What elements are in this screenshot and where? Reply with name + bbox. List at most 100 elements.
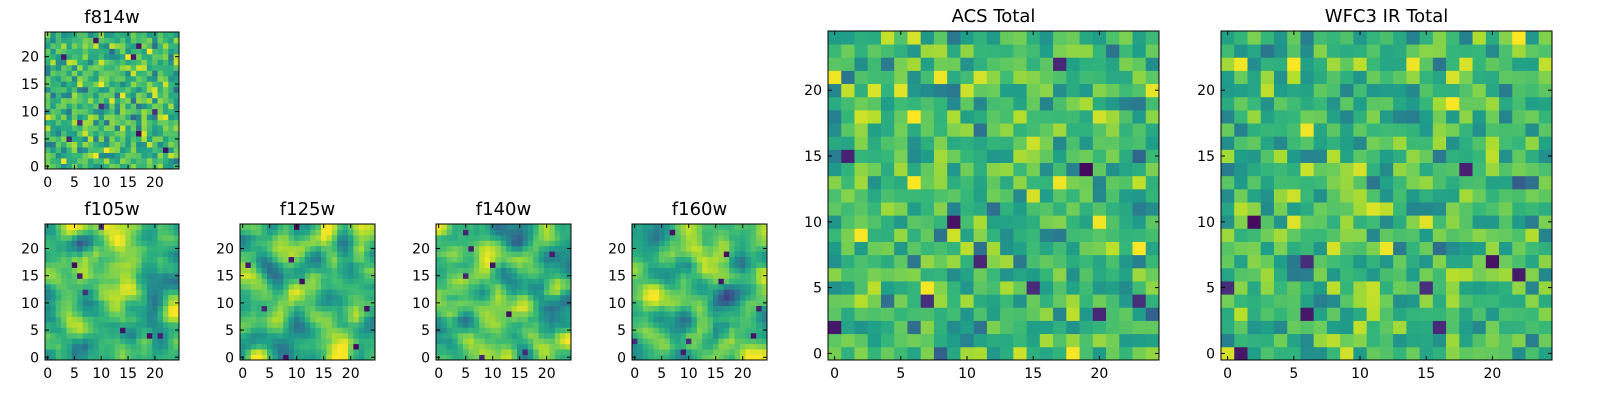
heatmap-cell <box>272 305 279 312</box>
heatmap-cell <box>642 289 649 296</box>
heatmap-cell <box>659 229 665 236</box>
heatmap-cell <box>141 267 148 274</box>
heatmap-cell <box>173 130 180 137</box>
heatmap-cell <box>114 114 121 121</box>
heatmap-cell <box>1300 188 1315 203</box>
heatmap-cell <box>267 262 273 268</box>
heatmap-cell <box>369 251 376 258</box>
heatmap-cell <box>146 245 153 252</box>
heatmap-cell <box>1525 241 1540 256</box>
heatmap-cell <box>669 316 676 323</box>
heatmap-cell <box>125 158 132 164</box>
heatmap-cell <box>933 346 948 361</box>
heatmap-cell <box>511 245 518 252</box>
heatmap-cell <box>854 215 869 229</box>
y-tick-label: 20 <box>412 241 430 257</box>
heatmap-cell <box>1353 320 1368 335</box>
heatmap-cell <box>653 316 660 323</box>
heatmap-cell <box>136 332 142 339</box>
heatmap-cell <box>533 354 539 361</box>
heatmap-cell <box>66 32 73 38</box>
heatmap-cell <box>653 262 660 268</box>
heatmap-cell <box>152 251 158 258</box>
heatmap-cell <box>554 349 561 355</box>
heatmap-cell <box>1313 109 1328 124</box>
heatmap-cell <box>1287 83 1301 98</box>
heatmap-cell <box>1446 175 1460 190</box>
heatmap-cell <box>162 37 169 44</box>
heatmap-cell <box>894 267 908 282</box>
heatmap-cell <box>1066 83 1080 98</box>
x-tick-label: 15 <box>511 366 529 382</box>
heatmap-cell <box>880 307 895 321</box>
heatmap-cell <box>168 321 175 328</box>
heatmap-cell <box>1393 57 1407 71</box>
heatmap-cell <box>1419 70 1434 85</box>
heatmap-cell <box>632 262 638 268</box>
heatmap-cell <box>109 272 116 279</box>
heatmap-cell <box>364 327 370 334</box>
heatmap-cell <box>77 245 83 252</box>
heatmap-cell <box>152 305 158 312</box>
heatmap-cell <box>740 327 746 334</box>
x-tick-label: 5 <box>70 175 79 191</box>
heatmap-cell <box>1287 228 1301 242</box>
heatmap-cell <box>1234 346 1248 361</box>
heatmap-cell <box>120 37 126 44</box>
heatmap-cell <box>473 272 480 279</box>
heatmap-cell <box>114 234 121 241</box>
heatmap-cell <box>283 245 289 252</box>
heatmap-cell <box>120 163 126 170</box>
heatmap-cell <box>50 97 57 104</box>
heatmap-cell <box>729 305 735 312</box>
heatmap-cell <box>1499 31 1513 45</box>
heatmap-cell <box>1106 346 1120 361</box>
heatmap-cell <box>358 251 365 258</box>
heatmap-cell <box>854 96 869 111</box>
heatmap-cell <box>1485 202 1500 216</box>
heatmap-cells <box>436 224 572 361</box>
heatmap-cell <box>141 245 148 252</box>
heatmap-cell <box>136 262 142 268</box>
heatmap-cell <box>82 141 89 148</box>
heatmap-cell <box>750 272 757 279</box>
heatmap-cell <box>1000 228 1014 242</box>
heatmap-cell <box>479 234 485 241</box>
heatmap-cell <box>272 256 279 263</box>
heatmap-cell <box>637 300 644 306</box>
heatmap-cell <box>353 251 360 258</box>
heatmap-cell <box>691 327 698 334</box>
heatmap-cell <box>648 256 654 263</box>
heatmap-cell <box>337 316 343 323</box>
heatmap-cell <box>452 305 458 312</box>
heatmap-cell <box>920 57 935 71</box>
heatmap-cell <box>484 343 491 350</box>
x-tick-label: 20 <box>538 366 556 382</box>
heatmap-cell <box>136 251 142 258</box>
heatmap-cell <box>907 188 922 203</box>
heatmap-cell <box>130 267 137 274</box>
heatmap-cell <box>522 332 529 339</box>
heatmap-cell <box>1145 136 1160 150</box>
heatmap-cell <box>1419 96 1434 111</box>
heatmap-cell <box>920 202 935 216</box>
heatmap-cell <box>267 234 273 241</box>
heatmap-cell <box>533 289 539 296</box>
heatmap-cell <box>50 272 57 279</box>
heatmap-cell <box>664 234 671 241</box>
heatmap-cell <box>50 75 57 82</box>
heatmap-cell <box>1538 267 1553 282</box>
heatmap-cell <box>1499 109 1513 124</box>
heatmap-cell <box>1419 228 1434 242</box>
heatmap-cell <box>136 130 142 137</box>
heatmap-cell <box>283 343 289 350</box>
heatmap-cell <box>146 70 153 77</box>
heatmap-cell <box>696 240 703 247</box>
axes-frame <box>239 223 376 361</box>
heatmap-cell <box>321 321 327 328</box>
heatmap-cell <box>642 272 649 279</box>
heatmap-cell <box>114 240 121 247</box>
heatmap-cell <box>1132 70 1147 85</box>
heatmap-cell <box>495 311 502 317</box>
